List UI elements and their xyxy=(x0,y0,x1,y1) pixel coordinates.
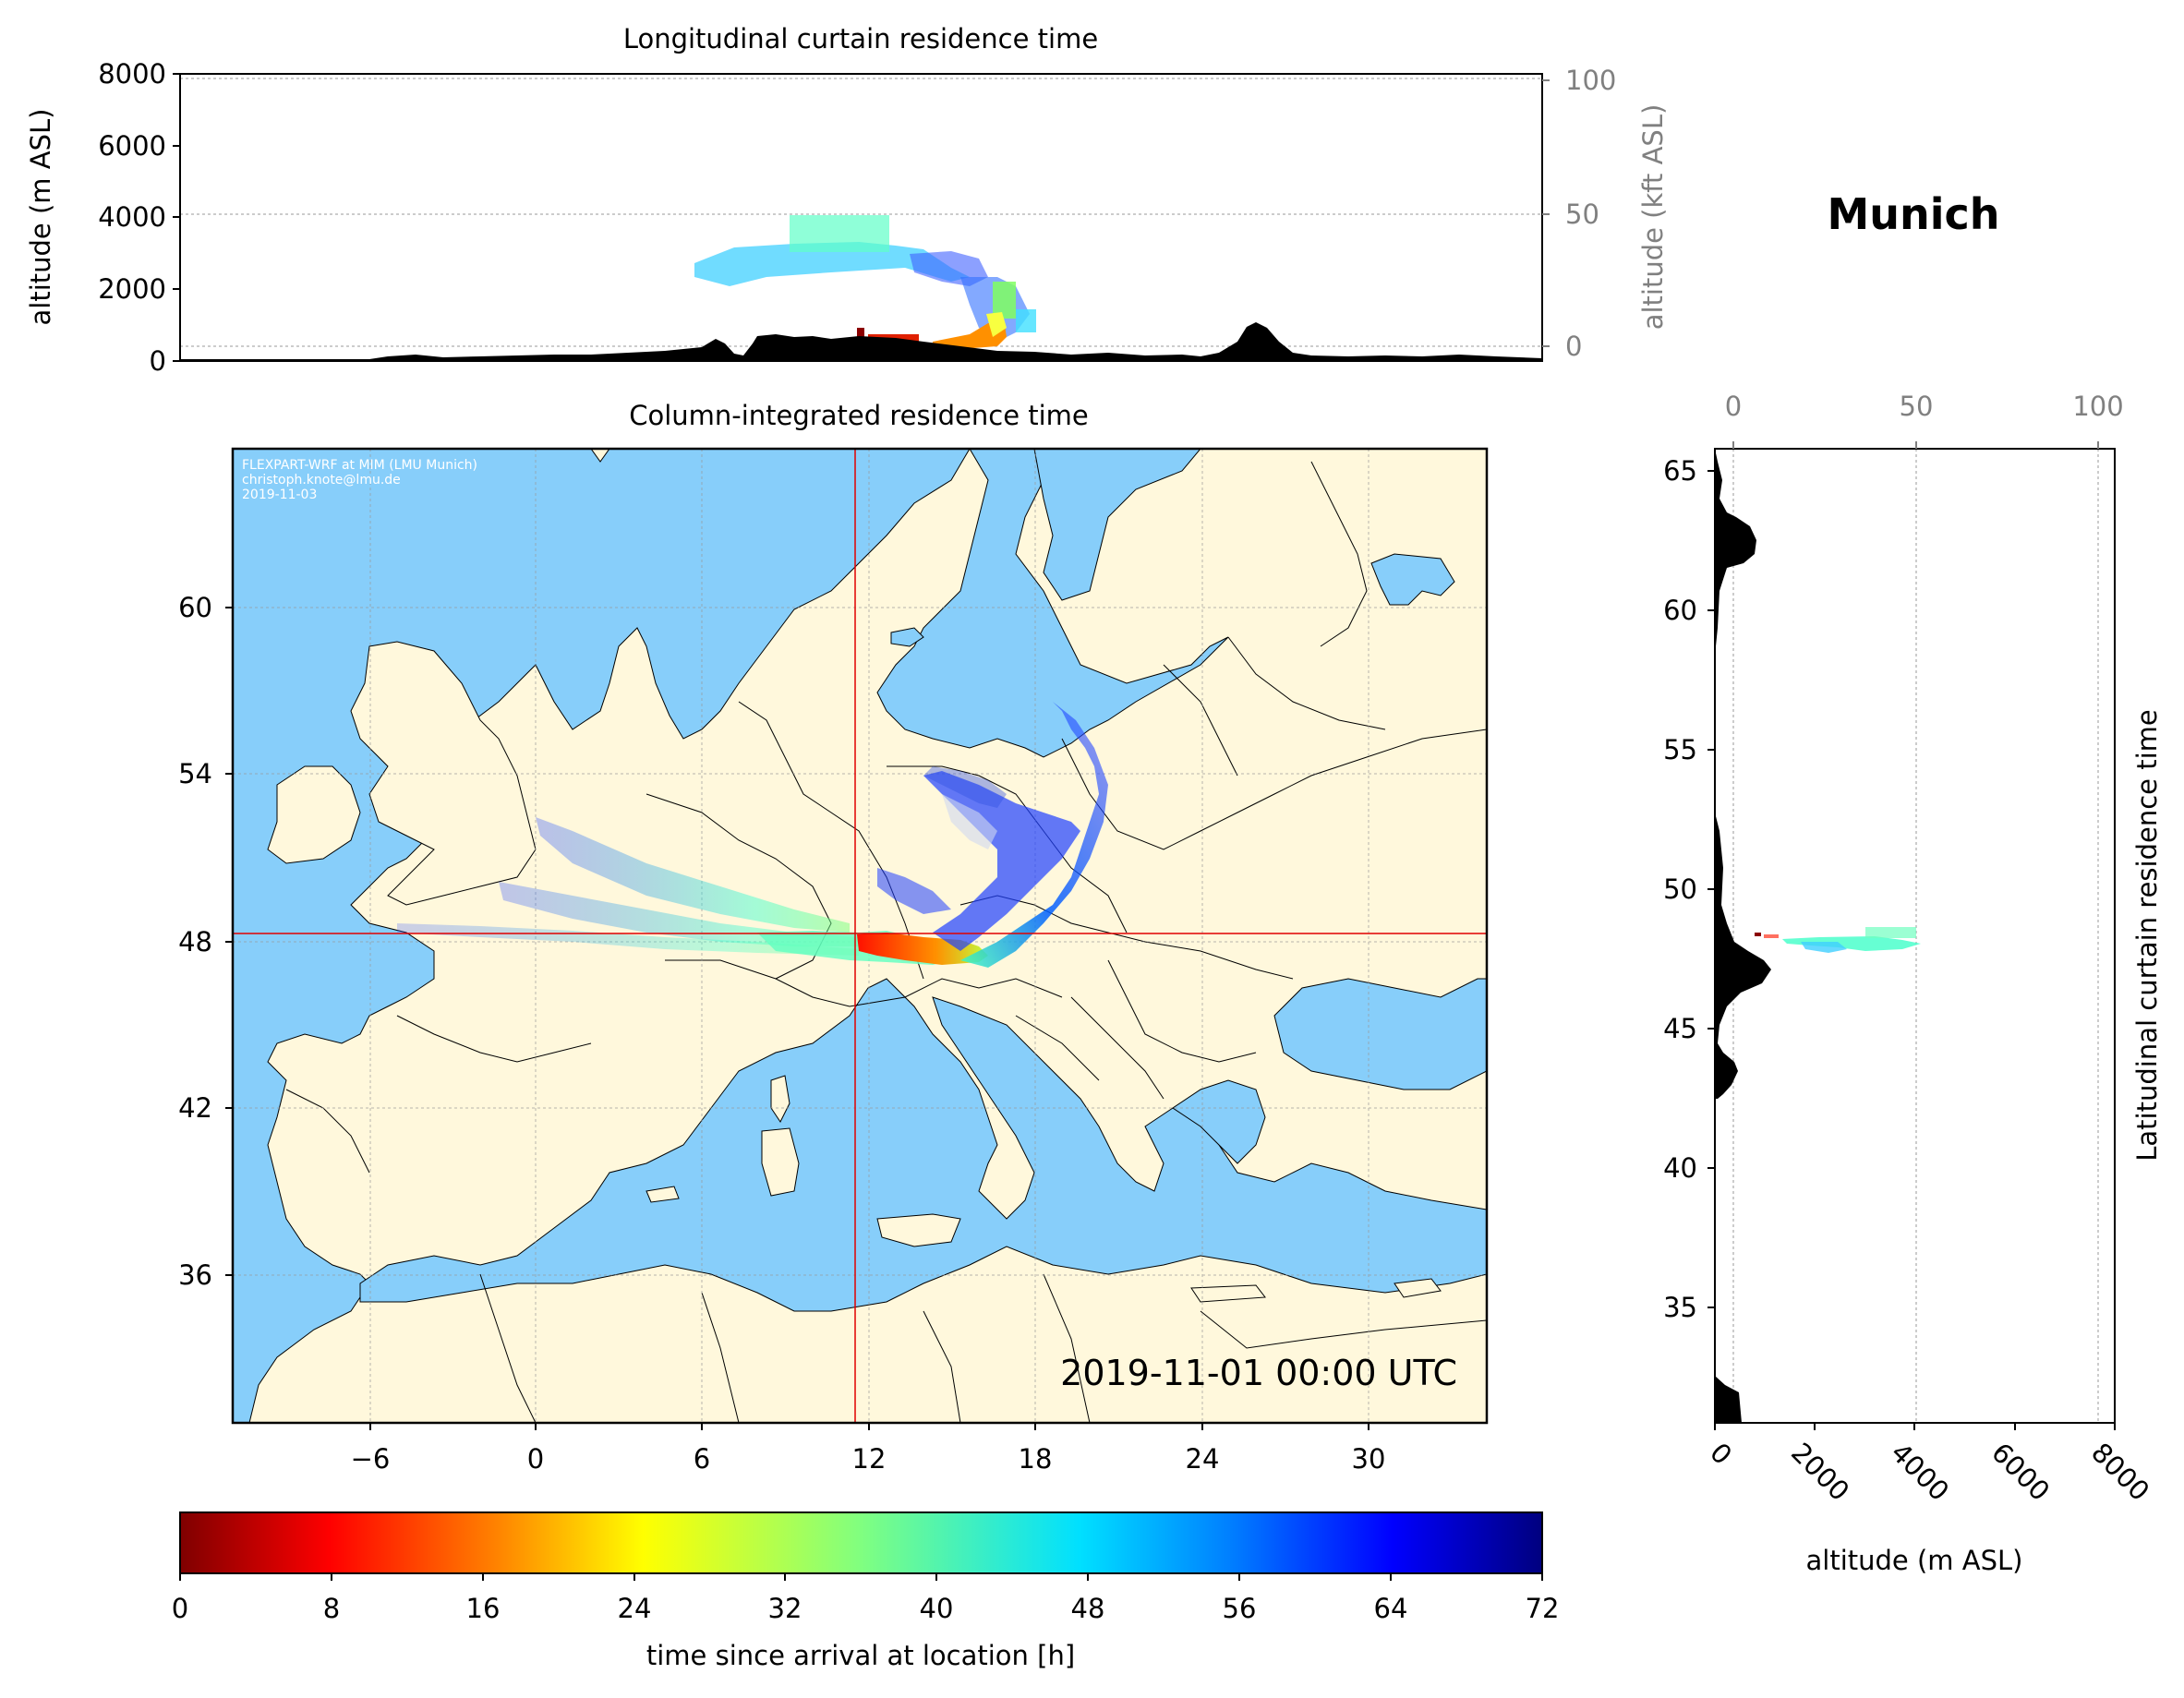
longitudinal-curtain-title: Longitudinal curtain residence time xyxy=(623,23,1098,54)
colorbar-frame xyxy=(179,1511,1543,1574)
colorbar: 0 8 16 24 32 40 48 56 64 72 time since a… xyxy=(172,1511,1560,1671)
map-xtick-label: 6 xyxy=(694,1443,710,1475)
top-ytick-label: 8000 xyxy=(98,58,166,90)
top-y2tick-label: 50 xyxy=(1565,199,1599,230)
watermark: FLEXPART-WRF at MIM (LMU Munich) christo… xyxy=(242,458,477,502)
watermark-line: christoph.knote@lmu.de xyxy=(242,473,401,488)
colorbar-tick-label: 8 xyxy=(323,1593,340,1624)
top-ytick-label: 0 xyxy=(150,345,166,377)
map-yaxis: 36 42 48 54 60 xyxy=(178,592,233,1291)
right-xaxis-top: 0 50 100 xyxy=(1725,391,2124,449)
aegean-sea xyxy=(1172,1079,1266,1164)
top-yaxis-right: 0 50 100 xyxy=(1542,65,1616,362)
corsica xyxy=(770,1075,790,1123)
right-xtick-label: 8000 xyxy=(2085,1437,2155,1507)
right-xtick-label: 4000 xyxy=(1885,1437,1955,1507)
right-ytick-label: 65 xyxy=(1663,455,1697,487)
right-ytick-label: 50 xyxy=(1663,873,1697,905)
black-sea xyxy=(1273,978,1487,1090)
top-y2label: altitude (kft ASL) xyxy=(1637,104,1669,331)
top-ylabel: altitude (m ASL) xyxy=(25,109,56,326)
right-yaxis: 35 40 45 50 55 60 65 xyxy=(1663,455,1715,1323)
colorbar-tick-label: 56 xyxy=(1223,1593,1257,1624)
map-frame xyxy=(231,447,1489,1425)
top-ytick-label: 4000 xyxy=(98,201,166,233)
right-xtick-label: 2000 xyxy=(1785,1437,1855,1507)
latitudinal-residence-field xyxy=(1755,927,1921,953)
map-xtick-label: 12 xyxy=(852,1443,887,1475)
colorbar-tick-label: 16 xyxy=(466,1593,501,1624)
longitudinal-residence-field xyxy=(694,215,1036,349)
colorbar-tick-label: 72 xyxy=(1526,1593,1560,1624)
map-xtick-label: −6 xyxy=(351,1443,391,1475)
longitudinal-curtain-panel: Longitudinal curtain residence time xyxy=(25,23,1669,377)
map-ytick-label: 54 xyxy=(178,758,212,789)
watermark-line: 2019-11-03 xyxy=(242,488,317,502)
map-xtick-label: 24 xyxy=(1186,1443,1220,1475)
right-xaxis-bottom: 0 2000 4000 6000 8000 xyxy=(1704,1423,2155,1507)
top-ytick-label: 2000 xyxy=(98,273,166,305)
top-yaxis-left: 0 2000 4000 6000 8000 xyxy=(98,58,180,377)
right-ytick-label: 60 xyxy=(1663,595,1697,626)
gotland xyxy=(890,627,924,647)
colorbar-tick-label: 64 xyxy=(1374,1593,1408,1624)
map-ytick-label: 48 xyxy=(178,926,212,957)
top-ytick-label: 6000 xyxy=(98,130,166,162)
timestamp: 2019-11-01 00:00 UTC xyxy=(1060,1353,1457,1393)
map-gridlines xyxy=(233,449,1487,1423)
colorbar-gradient xyxy=(180,1512,1542,1573)
colorbar-tick-label: 0 xyxy=(172,1593,188,1624)
column-residence-field xyxy=(397,702,1108,968)
ireland xyxy=(267,765,361,864)
cyprus xyxy=(1394,1278,1442,1298)
colorbar-tick-label: 48 xyxy=(1071,1593,1105,1624)
colorbar-tick-label: 32 xyxy=(768,1593,802,1624)
column-integrated-panel: Column-integrated residence time xyxy=(178,400,1489,1475)
lake-ladoga xyxy=(1370,553,1455,606)
right-x2tick-label: 0 xyxy=(1725,391,1742,422)
right-xtick-label: 6000 xyxy=(1985,1437,2056,1507)
mediterranean-sea xyxy=(359,978,1487,1312)
map-xtick-label: 18 xyxy=(1019,1443,1053,1475)
right-x2tick-label: 100 xyxy=(2072,391,2123,422)
map-xtick-label: 30 xyxy=(1352,1443,1386,1475)
location-title: Munich xyxy=(1827,189,1999,239)
right-ytick-label: 35 xyxy=(1663,1292,1697,1323)
right-x2tick-label: 50 xyxy=(1900,391,1934,422)
latitudinal-curtain-title: Latitudinal curtain residence time xyxy=(2131,709,2163,1162)
right-ytick-label: 45 xyxy=(1663,1013,1697,1044)
colorbar-label: time since arrival at location [h] xyxy=(646,1640,1075,1671)
baltic-sea xyxy=(876,449,1229,758)
colorbar-tick-label: 40 xyxy=(920,1593,954,1624)
right-xtick-label: 0 xyxy=(1704,1437,1738,1471)
right-ytick-label: 55 xyxy=(1663,734,1697,765)
map-xtick-label: 0 xyxy=(527,1443,544,1475)
map-ytick-label: 36 xyxy=(178,1259,212,1291)
top-y2tick-label: 0 xyxy=(1565,331,1582,362)
iceland-corner xyxy=(590,449,610,463)
sardinia xyxy=(761,1127,800,1197)
map-ytick-label: 42 xyxy=(178,1092,212,1124)
watermark-line: FLEXPART-WRF at MIM (LMU Munich) xyxy=(242,458,477,473)
crete xyxy=(1190,1284,1266,1303)
longitudinal-terrain xyxy=(180,322,1542,361)
colorbar-ticks: 0 8 16 24 32 40 48 56 64 72 xyxy=(172,1573,1560,1624)
latitudinal-curtain-panel: 0 2000 4000 6000 8000 altitude (m ASL) 0… xyxy=(1663,391,2163,1576)
map-ytick-label: 60 xyxy=(178,592,212,623)
sicily xyxy=(876,1213,961,1247)
colorbar-tick-label: 24 xyxy=(618,1593,652,1624)
right-xlabel: altitude (m ASL) xyxy=(1806,1545,2023,1576)
latitudinal-terrain xyxy=(1715,449,1771,1423)
gulf-of-bothnia xyxy=(1033,449,1201,601)
right-ytick-label: 40 xyxy=(1663,1152,1697,1184)
map-xaxis: −6 0 6 12 18 24 30 xyxy=(351,1423,1386,1475)
top-y2tick-label: 100 xyxy=(1565,65,1616,96)
balearic xyxy=(646,1186,680,1203)
column-integrated-title: Column-integrated residence time xyxy=(629,400,1089,431)
